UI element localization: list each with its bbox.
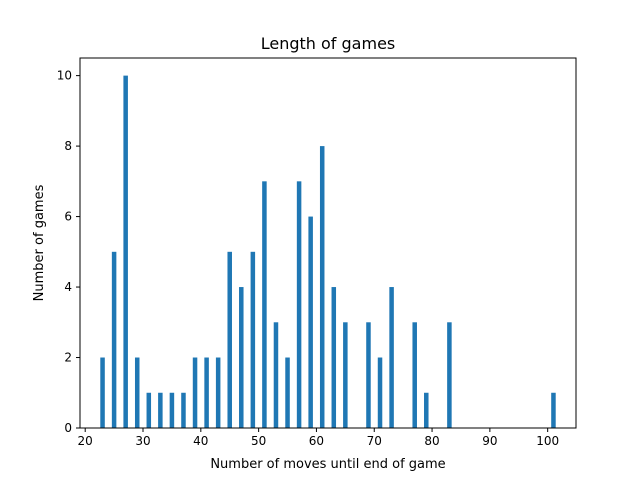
bar bbox=[366, 322, 371, 428]
bar bbox=[412, 322, 417, 428]
bar bbox=[308, 216, 313, 428]
bars-group bbox=[100, 75, 556, 429]
bar bbox=[146, 392, 152, 428]
bar bbox=[319, 146, 325, 428]
bar bbox=[181, 392, 186, 428]
bar bbox=[343, 322, 348, 428]
bar bbox=[227, 251, 232, 428]
y-tick-label: 0 bbox=[64, 421, 72, 435]
y-axis-ticks: 0 2 4 6 8 10 bbox=[57, 69, 80, 435]
bar bbox=[134, 357, 140, 428]
x-tick-label: 80 bbox=[424, 434, 439, 448]
bar bbox=[192, 357, 198, 428]
bar bbox=[204, 357, 209, 428]
bar bbox=[100, 357, 105, 428]
bar bbox=[123, 75, 128, 429]
y-tick-label: 4 bbox=[64, 280, 72, 294]
y-tick-label: 6 bbox=[64, 210, 72, 224]
x-tick-label: 40 bbox=[193, 434, 208, 448]
bar bbox=[447, 322, 452, 428]
x-axis-ticks: 20 30 40 50 60 70 80 90 100 bbox=[78, 428, 559, 448]
bar bbox=[377, 357, 383, 428]
chart-title: Length of games bbox=[261, 34, 396, 53]
y-axis-label: Number of games bbox=[32, 184, 47, 301]
x-tick-label: 100 bbox=[536, 434, 559, 448]
bar bbox=[250, 251, 256, 428]
bar bbox=[215, 357, 221, 428]
bar bbox=[239, 287, 244, 428]
bar bbox=[111, 251, 117, 428]
bar bbox=[389, 287, 394, 428]
x-axis-label: Number of moves until end of game bbox=[210, 457, 445, 472]
x-tick-label: 30 bbox=[135, 434, 150, 448]
bar bbox=[424, 392, 429, 428]
bar bbox=[158, 392, 163, 428]
x-tick-label: 70 bbox=[367, 434, 382, 448]
x-tick-label: 50 bbox=[251, 434, 266, 448]
bar bbox=[551, 392, 556, 428]
x-tick-label: 60 bbox=[309, 434, 324, 448]
x-tick-label: 20 bbox=[78, 434, 93, 448]
bar bbox=[331, 287, 337, 428]
bar bbox=[285, 357, 290, 428]
x-tick-label: 90 bbox=[482, 434, 497, 448]
y-tick-label: 10 bbox=[57, 69, 72, 83]
bar bbox=[296, 181, 302, 428]
y-tick-label: 8 bbox=[64, 139, 72, 153]
bar bbox=[262, 181, 267, 428]
bar bbox=[273, 322, 279, 428]
plot-frame bbox=[79, 57, 577, 429]
bar bbox=[169, 392, 175, 428]
y-tick-label: 2 bbox=[64, 351, 72, 365]
